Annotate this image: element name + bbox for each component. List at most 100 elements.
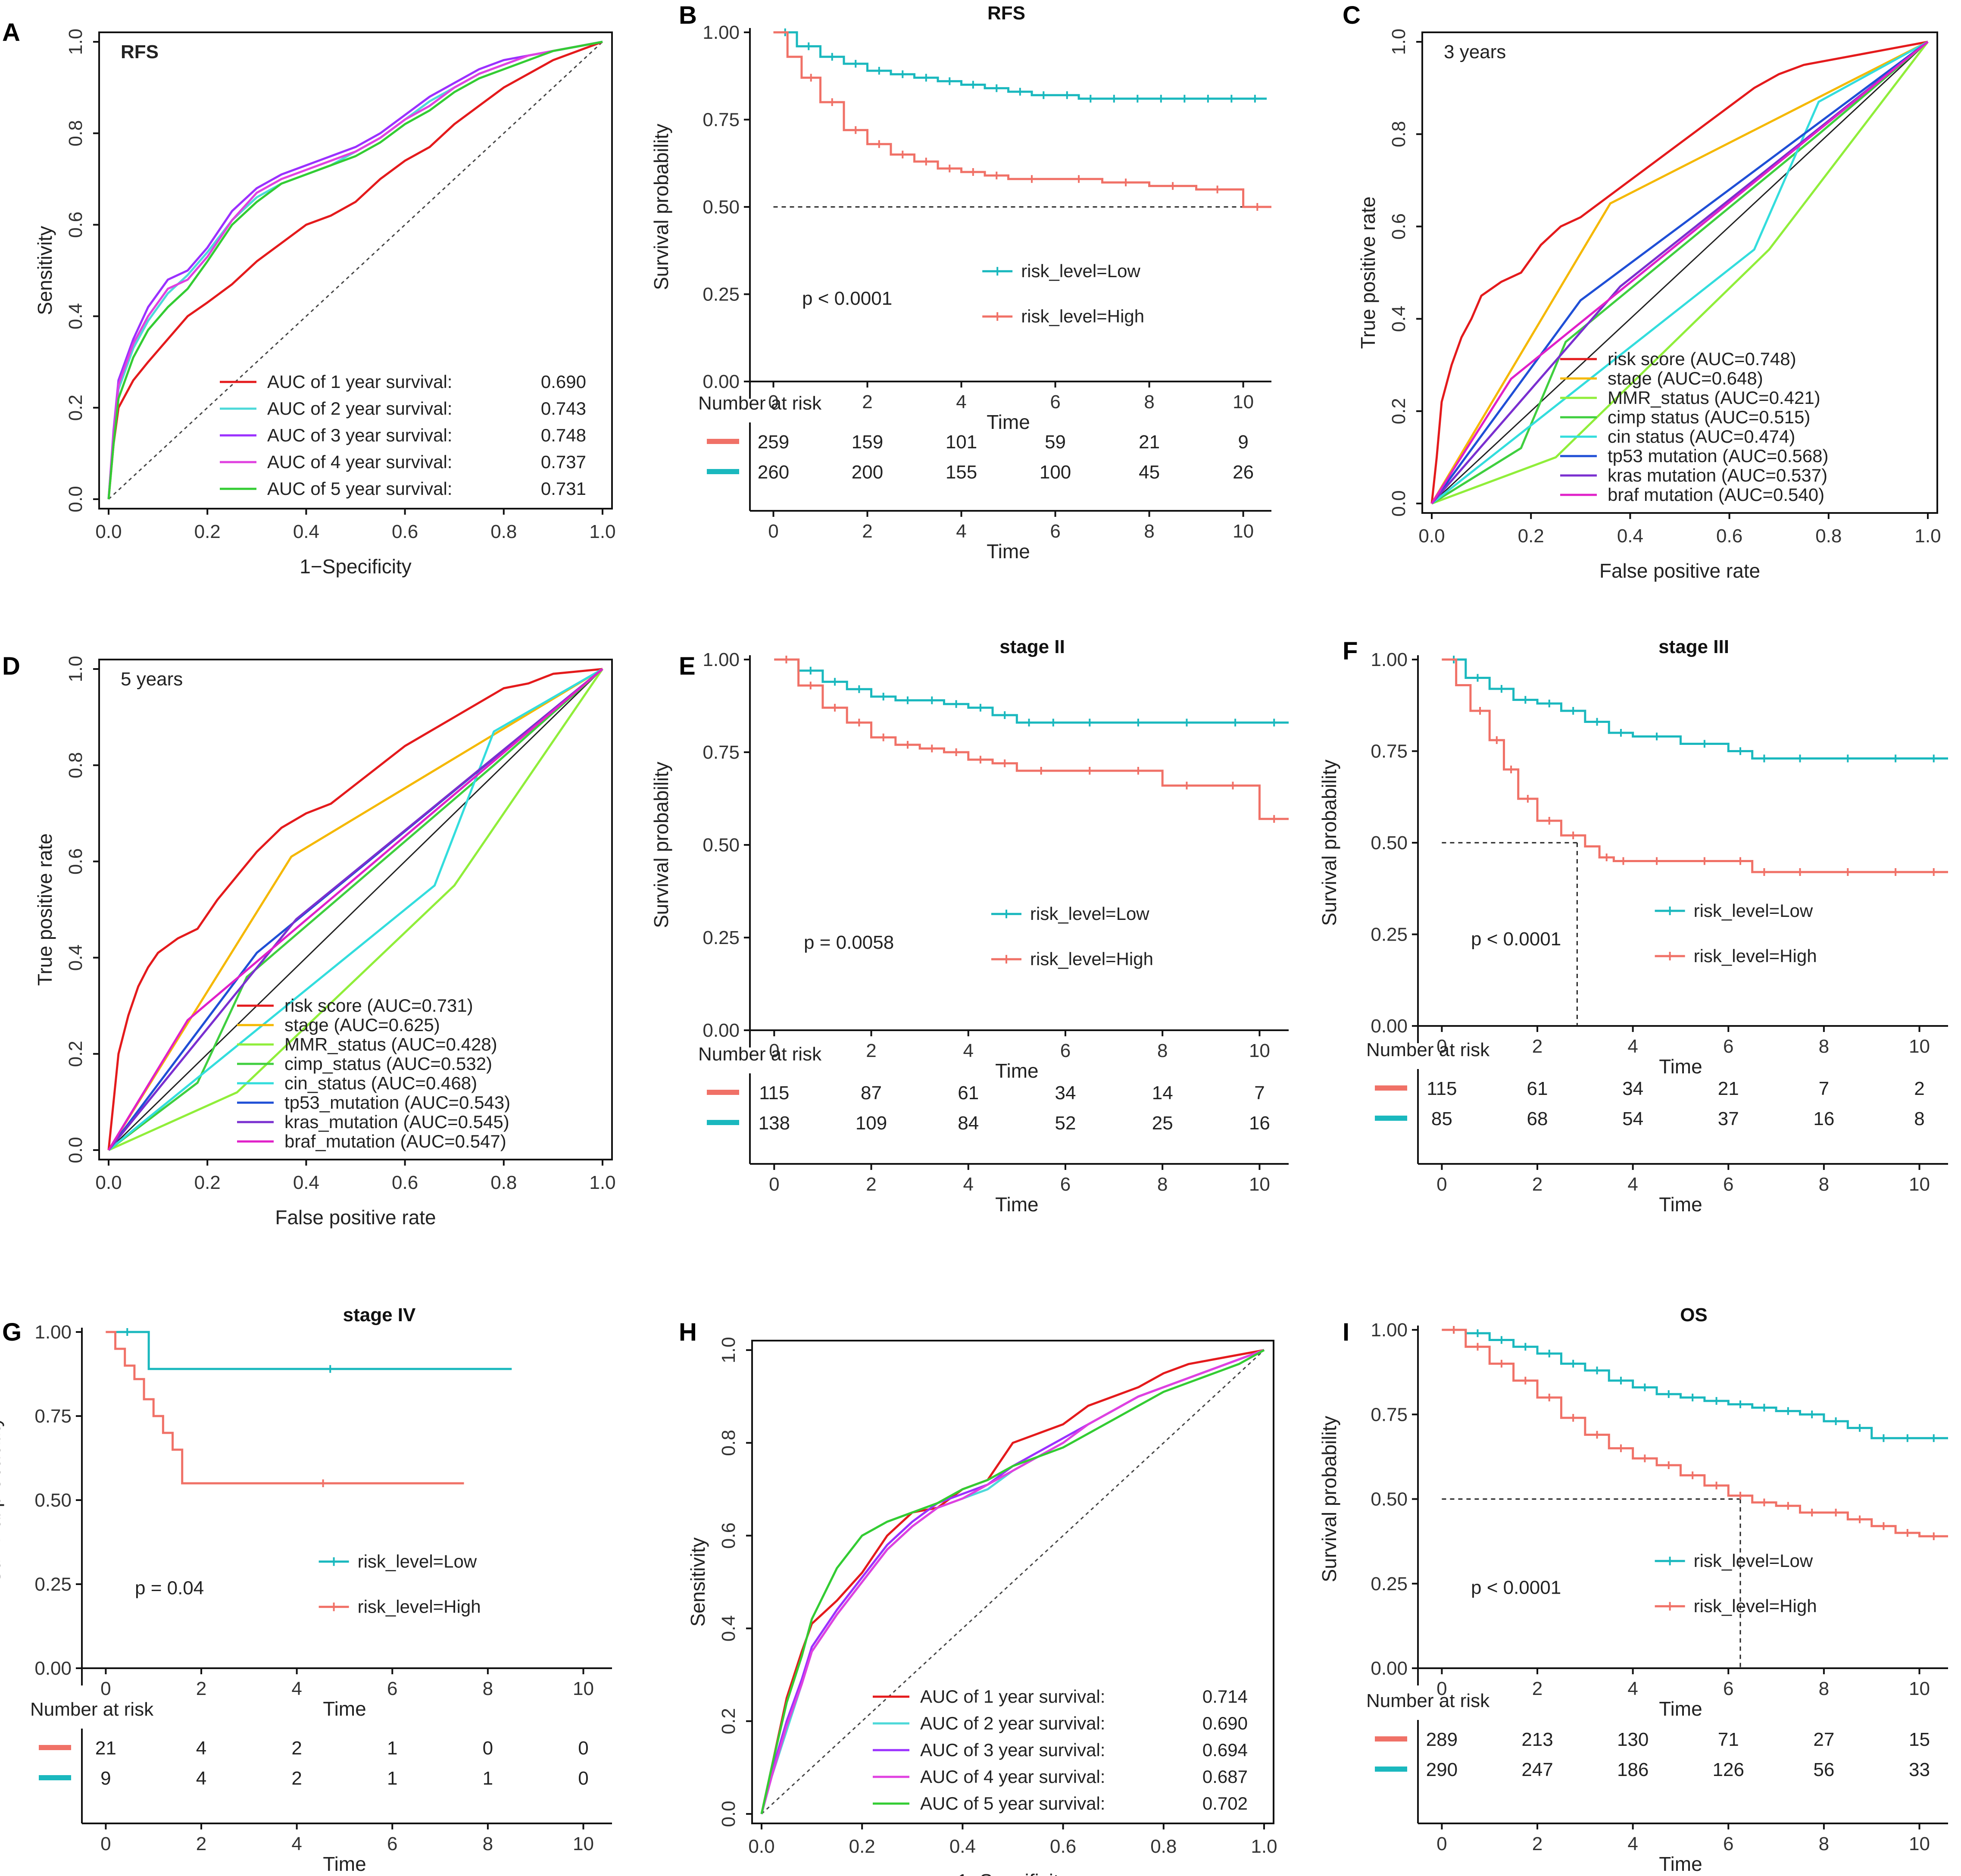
risk-count: 200 [852,462,883,483]
risk-count: 33 [1909,1759,1930,1780]
risk-count: 7 [1819,1078,1829,1099]
censor-mark [952,748,960,756]
risk-count: 0 [578,1738,588,1759]
censor-mark [1784,1502,1792,1510]
censor-mark [1545,1349,1553,1357]
legend-label: AUC of 2 year survival: [920,1713,1105,1733]
censor-mark [1569,1360,1577,1368]
roc-curve [107,41,603,500]
censor-mark [1700,740,1708,748]
risk-count: 186 [1617,1759,1649,1780]
risk-tick-label: 6 [1723,1833,1733,1854]
survival-curve [106,1331,464,1485]
chart-title: stage III [1658,636,1729,657]
risk-row-swatch [1375,1085,1407,1091]
roc-curve [108,668,603,1151]
x-tick-label: 2 [866,1040,876,1061]
legend-label: tp53_mutation (AUC=0.543) [284,1092,510,1113]
roc-curve [107,41,603,500]
x-axis-label: 1−Specificity [300,555,412,578]
y-tick-label: 1.0 [1388,28,1409,55]
risk-count: 159 [852,431,883,453]
censor-mark [831,704,839,712]
risk-row-swatch [39,1745,71,1750]
censor-mark [1880,1522,1888,1530]
risk-count: 21 [95,1738,116,1759]
x-tick-label: 10 [1909,1036,1930,1057]
censor-mark [1063,91,1071,99]
censor-mark [1700,857,1708,865]
y-tick-label: 0.75 [1371,741,1408,762]
censor-mark [1689,1394,1697,1401]
y-axis-label: Survival probability [1318,1416,1340,1582]
x-tick-label: 0.8 [490,521,517,542]
x-axis-label: False positive rate [1599,560,1760,582]
y-tick-label: 0.2 [1388,398,1409,424]
risk-count: 16 [1249,1113,1270,1134]
censor-mark [1183,782,1191,790]
censor-mark [1736,1491,1744,1500]
plot-annotation: 3 years [1444,41,1506,63]
legend-value: 0.690 [541,372,586,392]
legend-value: 0.743 [541,398,586,419]
censor-mark [852,126,860,134]
y-tick-label: 1.00 [34,1322,72,1343]
legend-value: 0.702 [1202,1793,1248,1813]
roc-curve [107,668,603,1151]
risk-tick-label: 10 [1909,1833,1930,1854]
chart-title: stage IV [343,1304,416,1326]
x-tick-label: 1.0 [1251,1836,1277,1857]
y-axis-label: Survival probability [1318,760,1340,926]
censor-mark [1844,754,1852,763]
x-tick-label: 0.0 [95,1172,122,1193]
x-tick-label: 0.4 [949,1836,976,1857]
legend-value: 0.731 [541,478,586,499]
censor-mark [1856,1424,1864,1432]
x-axis-label: Time [323,1698,366,1720]
censor-mark [903,741,912,749]
legend-value: 0.714 [1202,1686,1248,1707]
survival-curve [774,658,1289,820]
risk-tick-label: 0 [1436,1174,1447,1195]
legend-label: AUC of 4 year survival: [920,1767,1105,1787]
risk-count: 4 [196,1738,206,1759]
x-tick-label: 10 [1249,1040,1270,1061]
censor-mark [952,700,960,708]
risk-tick-label: 2 [1532,1174,1543,1195]
censor-mark [1796,868,1804,876]
censor-mark [1930,754,1938,763]
risk-tick-label: 8 [483,1833,493,1854]
roc-curve [108,668,603,1151]
censor-mark [855,719,863,727]
risk-row-swatch [707,439,739,444]
x-tick-label: 0.4 [1617,525,1643,547]
y-tick-label: 0.6 [1388,213,1409,240]
roc-curve [107,41,603,500]
y-tick-label: 0.50 [703,197,740,218]
censor-mark [1712,1397,1721,1405]
risk-count: 27 [1813,1729,1834,1750]
risk-count: 52 [1055,1113,1076,1134]
x-tick-label: 0.6 [1716,525,1742,547]
legend-label: risk_level=Low [358,1551,477,1572]
x-tick-label: 6 [1050,391,1060,413]
y-tick-label: 1.00 [703,649,740,670]
risk-table-title: Number at risk [1366,1039,1490,1060]
risk-tick-label: 4 [963,1174,974,1195]
risk-count: 54 [1622,1108,1643,1129]
risk-count: 115 [759,1082,789,1104]
censor-mark [1903,1434,1911,1442]
y-axis-label: Sensitivity [34,226,56,315]
risk-count: 109 [856,1113,887,1134]
x-tick-label: 0 [100,1678,111,1699]
censor-mark [879,693,887,700]
censor-mark [807,74,815,82]
risk-count: 9 [1238,431,1248,453]
censor-mark [875,140,883,148]
censor-mark [899,150,907,159]
plot-frame [751,1340,1274,1824]
risk-tick-label: 10 [1233,521,1254,542]
censor-mark [852,59,860,68]
roc-curve [107,668,603,1151]
